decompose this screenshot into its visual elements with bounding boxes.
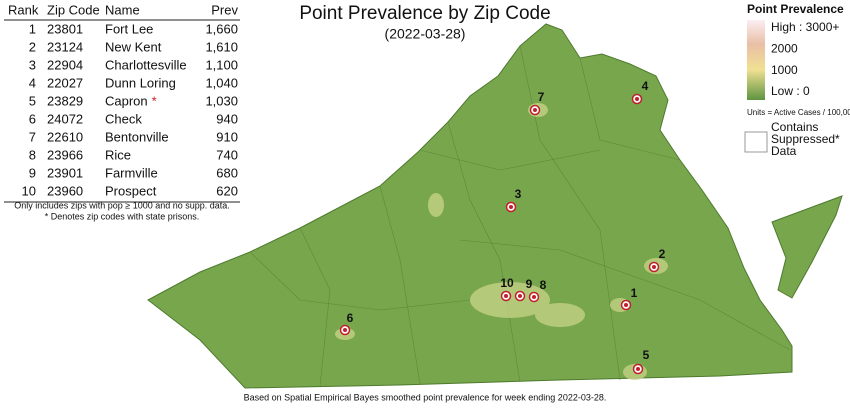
name-cell: Fort Lee	[105, 21, 153, 36]
name-cell: Check	[105, 111, 142, 126]
prev-cell: 940	[216, 111, 238, 126]
marker-dot	[532, 295, 536, 299]
marker-dot	[636, 367, 640, 371]
marker-label: 7	[538, 90, 545, 104]
rank-cell: 6	[29, 111, 36, 126]
marker-dot	[652, 265, 656, 269]
rank-cell: 9	[29, 165, 36, 180]
rank-cell: 5	[29, 93, 36, 108]
zip-cell: 22027	[47, 75, 83, 90]
name-cell: Prospect	[105, 183, 157, 198]
marker-dot	[509, 205, 513, 209]
prev-cell: 1,100	[205, 57, 238, 72]
legend-label: 1000	[771, 63, 798, 77]
table-header: Rank	[8, 2, 39, 17]
zip-cell: 22610	[47, 129, 83, 144]
zip-cell: 23960	[47, 183, 83, 198]
table-header: Prev	[211, 2, 238, 17]
legend-label: 2000	[771, 42, 798, 56]
state-shape	[147, 23, 793, 389]
zip-cell: 23829	[47, 93, 83, 108]
marker-dot	[624, 303, 628, 307]
legend-title: Point Prevalence	[747, 2, 844, 16]
marker-label: 5	[643, 348, 650, 362]
rank-cell: 10	[22, 183, 36, 198]
suppressed-label: Data	[771, 144, 797, 158]
table-note: Only includes zips with pop ≥ 1000 and n…	[14, 200, 230, 210]
marker-label: 8	[540, 278, 547, 292]
suppressed-swatch	[744, 131, 768, 153]
rank-cell: 7	[29, 129, 36, 144]
suppressed-label: Contains	[771, 120, 818, 134]
marker-label: 2	[659, 247, 666, 261]
prev-cell: 1,030	[205, 93, 238, 108]
prev-cell: 1,040	[205, 75, 238, 90]
name-cell: Capron	[105, 93, 148, 108]
marker-label: 9	[526, 277, 533, 291]
marker-dot	[504, 294, 508, 298]
marker-dot	[518, 294, 522, 298]
marker-dot	[635, 97, 639, 101]
marker-dot	[533, 108, 537, 112]
marker-label: 6	[347, 311, 354, 325]
footer: Based on Spatial Empirical Bayes smoothe…	[244, 392, 607, 402]
color-bar	[747, 20, 765, 100]
title: Point Prevalence by Zip Code	[299, 3, 550, 24]
zip-cell: 23901	[47, 165, 83, 180]
name-cell: Farmville	[105, 165, 158, 180]
zip-cell: 24072	[47, 111, 83, 126]
suppressed-label: Suppressed*	[771, 132, 840, 146]
prison-flag: *	[152, 93, 157, 108]
table-note: * Denotes zip codes with state prisons.	[45, 211, 200, 221]
state-map	[147, 23, 843, 389]
zip-cell: 23966	[47, 147, 83, 162]
name-cell: New Kent	[105, 39, 162, 54]
subtitle: (2022-03-28)	[385, 26, 466, 42]
prev-cell: 740	[216, 147, 238, 162]
name-cell: Dunn Loring	[105, 75, 176, 90]
marker-dot	[343, 328, 347, 332]
marker-label: 3	[515, 187, 522, 201]
rank-cell: 1	[29, 21, 36, 36]
zip-cell: 23801	[47, 21, 83, 36]
table-header: Name	[105, 2, 140, 17]
prev-cell: 1,660	[205, 21, 238, 36]
prev-cell: 680	[216, 165, 238, 180]
marker-label: 10	[500, 276, 514, 290]
prev-cell: 1,610	[205, 39, 238, 54]
eastern-shore	[771, 195, 843, 299]
prev-cell: 910	[216, 129, 238, 144]
marker-label: 4	[642, 79, 649, 93]
name-cell: Bentonville	[105, 129, 169, 144]
rank-cell: 3	[29, 57, 36, 72]
rank-cell: 2	[29, 39, 36, 54]
zip-cell: 22904	[47, 57, 83, 72]
rank-cell: 4	[29, 75, 36, 90]
legend-label: High : 3000+	[771, 20, 839, 34]
marker-label: 1	[631, 286, 638, 300]
rank-cell: 8	[29, 147, 36, 162]
prev-cell: 620	[216, 183, 238, 198]
legend-label: Low : 0	[771, 84, 810, 98]
name-cell: Charlottesville	[105, 57, 187, 72]
name-cell: Rice	[105, 147, 131, 162]
legend-units: Units = Active Cases / 100,000	[747, 108, 850, 117]
zip-cell: 23124	[47, 39, 83, 54]
table-header: Zip Code	[47, 2, 100, 17]
